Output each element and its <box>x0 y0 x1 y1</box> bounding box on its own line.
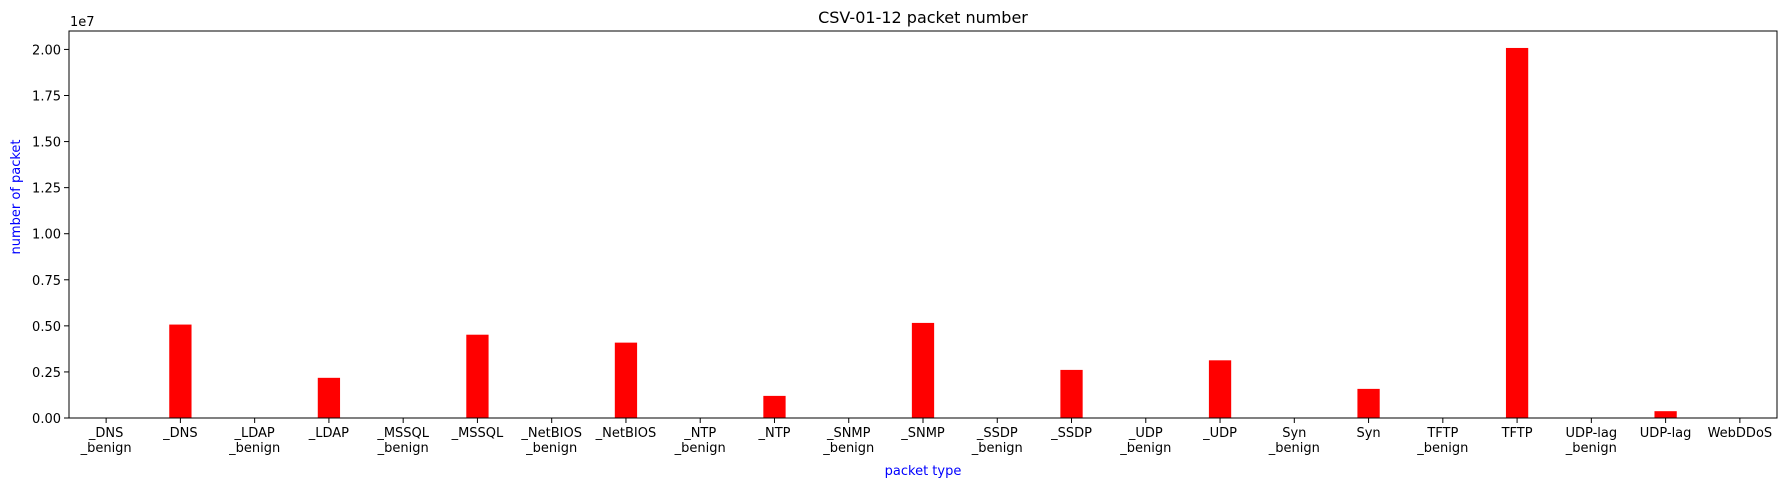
bar-9 <box>763 395 786 418</box>
bar-1 <box>169 324 192 418</box>
x-tick-label-19: TFTP <box>1501 426 1533 441</box>
bar-17 <box>1357 388 1380 418</box>
x-tick-label-2: _LDAP _benign <box>228 426 280 456</box>
y-tick-label-4: 1.00 <box>32 228 61 243</box>
bar-13 <box>1060 369 1083 418</box>
y-tick-label-3: 0.75 <box>32 274 61 289</box>
x-tick-label-11: _SNMP <box>900 426 945 441</box>
x-tick-label-17: Syn <box>1356 426 1380 441</box>
bars-group <box>94 47 1752 418</box>
x-tick-label-8: _NTP _benign <box>674 426 726 456</box>
x-tick-label-3: _LDAP <box>308 426 349 441</box>
y-tick-label-1: 0.25 <box>32 366 61 381</box>
plot-frame <box>68 30 1778 419</box>
y-tick-label-2: 0.50 <box>32 320 61 335</box>
x-axis-label: packet type <box>885 464 962 479</box>
x-tick-label-5: _MSSQL <box>451 426 504 441</box>
x-tick-label-18: TFTP _benign <box>1416 426 1468 456</box>
y-offset-label: 1e7 <box>70 15 95 30</box>
y-tick-label-0: 0.00 <box>32 412 61 427</box>
x-ticks-group: _DNS _benign _DNS _LDAP _benign _LDAP _MSSQL _b… <box>80 418 1773 456</box>
x-tick-label-9: _NTP <box>757 426 790 441</box>
x-tick-label-10: _SNMP _benign <box>822 426 874 456</box>
y-tick-label-5: 1.25 <box>32 182 61 197</box>
x-tick-label-20: UDP-lag _benign <box>1565 426 1617 456</box>
bar-7 <box>614 342 638 418</box>
x-tick-label-12: _SSDP _benign <box>971 426 1023 456</box>
x-tick-label-21: UDP-lag <box>1640 426 1692 441</box>
x-tick-label-16: Syn _benign <box>1268 426 1320 456</box>
bar-21 <box>1654 411 1677 418</box>
x-tick-label-1: _DNS <box>162 426 198 441</box>
chart-title: CSV-01-12 packet number <box>818 8 1028 27</box>
bar-15 <box>1208 360 1232 418</box>
bar-3 <box>317 377 341 418</box>
bar-11 <box>911 322 935 418</box>
x-tick-label-4: _MSSQL _benign <box>376 426 429 456</box>
x-tick-label-22: WebDDoS <box>1708 426 1773 441</box>
y-tick-label-8: 2.00 <box>32 43 61 58</box>
bar-19 <box>1505 47 1529 418</box>
bar-5 <box>466 334 489 418</box>
x-tick-label-0: _DNS _benign <box>80 426 132 456</box>
x-tick-label-6: _NetBIOS _benign <box>520 426 582 456</box>
y-axis-label: number of packet <box>9 139 24 254</box>
y-tick-label-7: 1.75 <box>32 90 61 105</box>
x-tick-label-14: _UDP _benign <box>1119 426 1171 456</box>
x-tick-label-13: _SSDP <box>1050 426 1092 441</box>
y-tick-label-6: 1.50 <box>32 136 61 151</box>
x-tick-label-7: _NetBIOS <box>595 426 657 441</box>
x-tick-label-15: _UDP <box>1202 426 1237 441</box>
y-ticks-group: 0.00 0.25 0.50 0.75 1.00 1.25 1.50 1.75 2.00 <box>32 43 69 427</box>
